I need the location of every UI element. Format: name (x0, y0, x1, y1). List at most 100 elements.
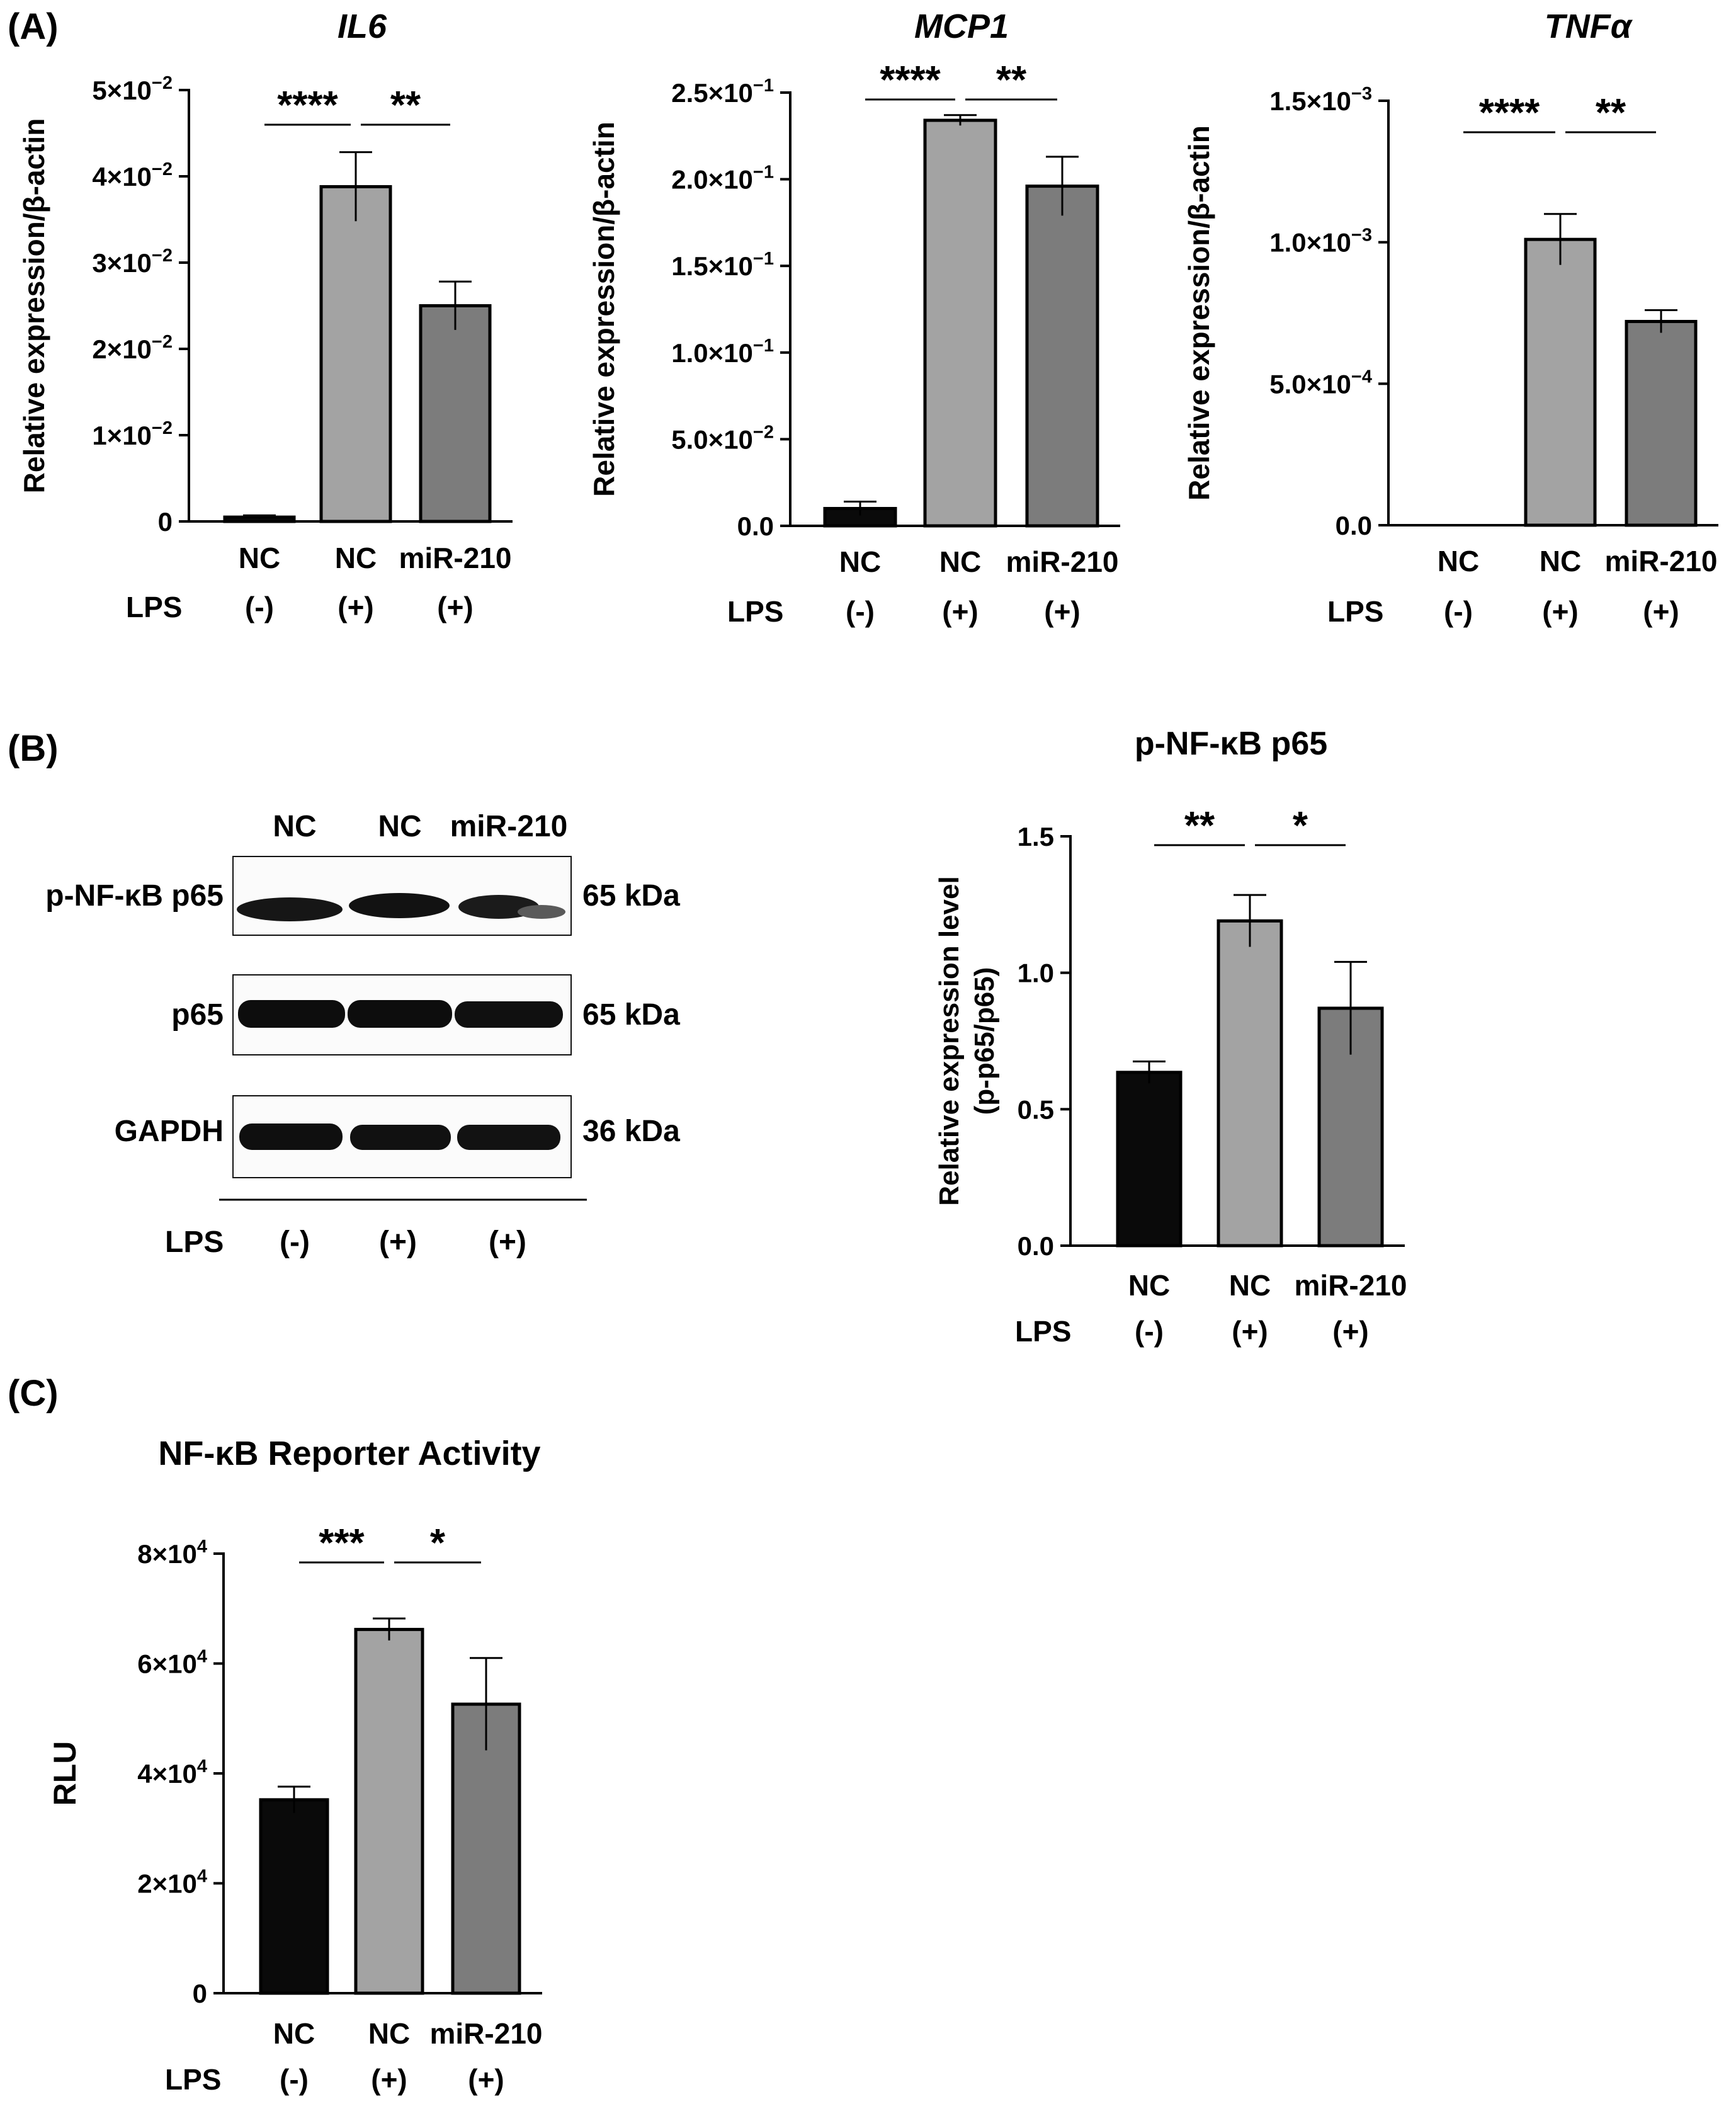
lps-value: (-) (1444, 595, 1473, 628)
x-category-label: miR-210 (430, 2017, 543, 2050)
lps-value: (+) (1044, 595, 1081, 628)
bar (1116, 1071, 1183, 1248)
bar (354, 1627, 424, 1995)
significance-label: **** (277, 84, 338, 127)
chart-title: NF-κB Reporter Activity (158, 1435, 540, 1472)
lps-label: LPS (1015, 1315, 1071, 1348)
lps-value: (+) (468, 2063, 504, 2096)
lps-value: (+) (338, 591, 374, 623)
panel-b-label: (B) (8, 728, 59, 769)
significance-label: *** (319, 1522, 365, 1565)
blot-lane-label: NC (273, 810, 316, 843)
lps-value: (-) (280, 2063, 309, 2096)
x-category-label: NC (939, 545, 981, 578)
x-category-label: miR-210 (1605, 545, 1718, 577)
western-blot: NC NC miR-210 p-NF-κB p65 65 kDa p65 65 … (45, 810, 680, 1259)
lps-label: LPS (126, 591, 182, 623)
y-tick-label: 2×10−2 (92, 332, 173, 364)
x-category-label: NC (1128, 1269, 1170, 1302)
significance-label: * (430, 1522, 446, 1565)
y-tick-label: 2×104 (137, 1867, 207, 1899)
chart-mcp1: MCP1 Relative expression/β-actin 0.0 5.0×10… (587, 8, 1120, 628)
y-tick-label: 1.0 (1018, 958, 1054, 988)
y-tick-label: 3×10−2 (92, 246, 173, 278)
x-category-label: miR-210 (399, 542, 512, 574)
blot-band (239, 1123, 343, 1150)
bar (451, 1702, 521, 1995)
y-tick-label: 4×104 (137, 1756, 207, 1789)
lps-value: (+) (942, 595, 979, 628)
bar (319, 185, 392, 523)
y-tick-label: 0.0 (1336, 511, 1372, 540)
y-tick-label: 1.5×10−1 (671, 249, 774, 281)
y-axis-label: Relative expression/β-actin (18, 118, 50, 494)
chart-pnfkb: p-NF-κB p65 Relative expression level (p-p… (934, 725, 1407, 1348)
lps-label: LPS (165, 2063, 221, 2096)
lps-value: (+) (437, 591, 474, 623)
x-category-label: NC (1540, 545, 1581, 577)
y-tick-label: 1.0×10−3 (1269, 225, 1372, 258)
y-tick-label: 1.0×10−1 (671, 336, 774, 368)
y-axis-label: Relative expression/β-actin (1183, 125, 1215, 501)
x-category-label: NC (273, 2017, 315, 2050)
chart-title: TNFα (1545, 8, 1633, 45)
blot-band (455, 1001, 563, 1028)
x-category-label: miR-210 (1295, 1269, 1407, 1302)
blot-protein-label: GAPDH (115, 1115, 224, 1148)
blot-band (348, 1000, 452, 1028)
chart-title: MCP1 (914, 8, 1009, 45)
y-axis-label: Relative expression/β-actin (587, 122, 620, 497)
blot-band (238, 1000, 345, 1028)
blot-size-label: 36 kDa (582, 1115, 680, 1148)
y-tick-label: 0.0 (737, 511, 774, 541)
significance-label: **** (1479, 91, 1540, 135)
x-category-label: NC (1229, 1269, 1271, 1302)
x-category-label: NC (239, 542, 280, 574)
lps-value: (-) (245, 591, 274, 623)
bar (1217, 919, 1283, 1248)
y-tick-label: 5.0×10−4 (1269, 367, 1372, 399)
x-category-label: NC (1438, 545, 1479, 577)
x-category-label: NC (839, 545, 881, 578)
bar (923, 118, 997, 528)
bar (1025, 185, 1099, 528)
blot-lane-label: NC (378, 810, 421, 843)
y-tick-label: 5×10−2 (92, 73, 173, 105)
chart-tnfa: TNFα Relative expression/β-actin 0.0 5.0×10… (1183, 8, 1718, 628)
lps-value: (+) (1643, 595, 1679, 628)
y-tick-label: 1.5 (1018, 822, 1054, 851)
y-tick-label: 0.0 (1018, 1231, 1054, 1261)
y-tick-label: 0 (158, 507, 173, 537)
significance-label: ** (1184, 804, 1215, 848)
y-tick-label: 8×104 (137, 1537, 207, 1569)
blot-lps-value: (+) (379, 1226, 417, 1259)
blot-lps-label: LPS (165, 1226, 224, 1259)
blot-lane-label: miR-210 (450, 810, 568, 843)
bar (1625, 319, 1698, 527)
lps-value: (+) (1332, 1315, 1369, 1348)
y-tick-label: 2.5×10−1 (671, 76, 774, 108)
blot-band (518, 905, 565, 919)
y-tick-label: 0.5 (1018, 1095, 1054, 1124)
y-tick-label: 1×10−2 (92, 418, 173, 450)
x-category-label: NC (368, 2017, 410, 2050)
y-axis-label: RLU (47, 1741, 82, 1806)
chart-title: IL6 (338, 8, 387, 45)
bar (419, 304, 492, 523)
x-category-label: miR-210 (1006, 545, 1119, 578)
chart-title: p-NF-κB p65 (1135, 725, 1327, 762)
significance-label: * (1293, 804, 1308, 848)
significance-label: ** (390, 84, 421, 127)
blot-lps-value: (+) (489, 1226, 526, 1259)
blot-band (457, 1125, 560, 1150)
significance-label: **** (880, 59, 941, 102)
blot-size-label: 65 kDa (582, 879, 680, 913)
chart-il6: IL6 Relative expression/β-actin 0 1×10−2 2×1… (18, 8, 513, 623)
chart-reporter: NF-κB Reporter Activity RLU 0 2×104 4×104 6×1… (47, 1435, 542, 2096)
y-tick-label: 4×10−2 (92, 159, 173, 191)
y-tick-label: 1.5×10−3 (1269, 84, 1372, 116)
lps-value: (-) (1135, 1315, 1164, 1348)
blot-band (350, 1125, 451, 1150)
blot-protein-label: p-NF-κB p65 (45, 879, 224, 913)
